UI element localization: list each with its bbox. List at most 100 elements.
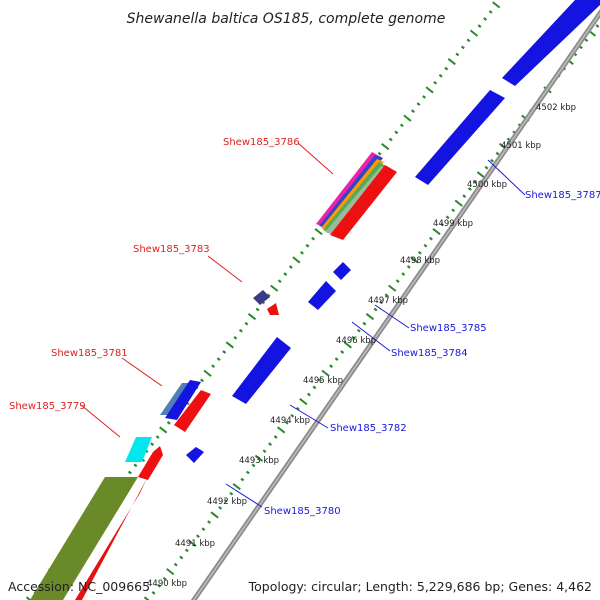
outer-dot-mark [283, 272, 288, 276]
inner-dot-mark [143, 596, 150, 600]
inner-dot-mark [410, 256, 419, 264]
outer-dot-mark [422, 95, 426, 99]
cds-blue-3787 [415, 90, 505, 185]
outer-dot-mark [403, 114, 412, 122]
outer-dot-mark [433, 80, 438, 85]
inner-dot-mark [384, 293, 389, 298]
cds-blue-3785 [333, 262, 351, 280]
inner-dot-mark [223, 498, 228, 503]
genome-summary-text: Topology: circular; Length: 5,229,686 bp… [248, 579, 592, 594]
tick-4498: 4498 kbp [400, 256, 440, 266]
outer-dot-mark [233, 336, 238, 340]
outer-dot-mark [133, 463, 138, 468]
inner-dot-mark [462, 194, 467, 198]
gene-label-shew185-3786[interactable]: Shew185_3786 [223, 137, 300, 148]
outer-dot-mark [25, 596, 32, 600]
outer-dot-mark [225, 341, 234, 349]
cds-red-3786 [330, 165, 397, 240]
inner-dot-mark [210, 511, 219, 519]
inner-dot-mark [312, 385, 317, 390]
inner-dot-mark [207, 520, 211, 524]
outer-dot-mark [305, 243, 310, 248]
gene-label-shew185-3782[interactable]: Shew185_3782 [330, 423, 407, 434]
inner-dot-mark [362, 321, 367, 326]
gene-label-shew185-3779[interactable]: Shew185_3779 [9, 401, 86, 412]
outer-dot-mark [488, 10, 493, 14]
gene-label-shew185-3783[interactable]: Shew185_3783 [133, 244, 210, 255]
outer-dot-mark [394, 130, 399, 135]
inner-dot-mark [484, 165, 489, 170]
cds-cyan [125, 437, 152, 462]
inner-dot-mark [268, 442, 272, 446]
outer-dot-mark [477, 24, 482, 28]
inner-dot-mark [440, 222, 444, 227]
outer-dot-mark [399, 123, 404, 128]
tick-4499: 4499 kbp [433, 219, 473, 229]
outer-dot-mark [460, 45, 465, 50]
outer-dot-mark [288, 265, 293, 269]
gene-label-shew185-3780[interactable]: Shew185_3780 [264, 506, 341, 517]
inner-dot-mark [401, 272, 406, 276]
inner-dot-mark [473, 180, 478, 184]
tick-4493: 4493 kbp [239, 456, 279, 466]
inner-dot-mark [445, 215, 450, 220]
outer-dot-mark [469, 29, 479, 37]
gene-label-shew185-3785[interactable]: Shew185_3785 [410, 323, 487, 334]
inner-dot-mark [273, 435, 278, 439]
inner-dot-mark [365, 313, 375, 321]
cds-navy-3783 [253, 290, 270, 305]
inner-dot-mark [299, 398, 308, 406]
outer-dot-mark [266, 293, 271, 298]
outer-dot-mark [127, 470, 132, 475]
tick-4501: 4501 kbp [501, 141, 541, 151]
inner-dot-mark [262, 449, 267, 454]
inner-dot-mark [351, 335, 356, 340]
outer-dot-mark [466, 38, 471, 43]
map-title: Shewanella baltica OS185, complete genom… [127, 11, 446, 27]
gene-label-shew185-3784[interactable]: Shew185_3784 [391, 348, 468, 359]
outer-dot-mark [277, 279, 282, 284]
inner-dot-mark [490, 158, 494, 163]
inner-dot-mark [196, 534, 200, 539]
inner-dot-mark [290, 413, 295, 418]
cds-blue-3781 [165, 380, 201, 420]
inner-dot-mark [307, 392, 311, 397]
gene-label-shew185-3781[interactable]: Shew185_3781 [51, 348, 128, 359]
inner-dot-mark [595, 24, 600, 28]
tick-4502: 4502 kbp [536, 103, 576, 113]
inner-dot-mark [254, 454, 264, 462]
inner-dot-mark [340, 350, 345, 354]
inner-dot-mark [387, 284, 397, 292]
inner-dot-mark [179, 555, 184, 560]
inner-dot-mark [454, 199, 463, 207]
outer-dot-mark [438, 73, 443, 78]
inner-dot-mark [429, 236, 433, 241]
cds-red-3781 [174, 390, 211, 432]
inner-dot-mark [334, 357, 339, 361]
outer-dot-mark [155, 435, 160, 439]
cds-blue-3782 [232, 337, 291, 404]
tick-4491: 4491 kbp [175, 539, 215, 549]
inner-dot-mark [395, 279, 400, 283]
inner-dot-mark [495, 151, 500, 156]
tick-4496: 4496 kbp [336, 336, 376, 346]
cds-blue-3780 [186, 447, 204, 463]
inner-dot-mark [417, 250, 422, 255]
inner-dot-mark [276, 426, 286, 434]
inner-dot-mark [151, 591, 156, 595]
inner-dot-mark [318, 378, 322, 383]
inner-dot-mark [245, 470, 250, 475]
outer-dot-mark [222, 350, 227, 354]
gene-label-shew185-3787[interactable]: Shew185_3787 [525, 190, 600, 201]
inner-dot-mark [295, 406, 300, 411]
inner-dot-mark [476, 171, 486, 179]
inner-dot-mark [188, 539, 197, 547]
outer-dot-mark [200, 378, 204, 383]
inner-dot-mark [432, 228, 441, 236]
outer-dot-mark [247, 313, 257, 321]
inner-dot-mark [467, 187, 472, 191]
inner-dot-mark [356, 328, 361, 333]
inner-dot-mark [173, 562, 178, 567]
outer-dot-mark [311, 236, 315, 241]
